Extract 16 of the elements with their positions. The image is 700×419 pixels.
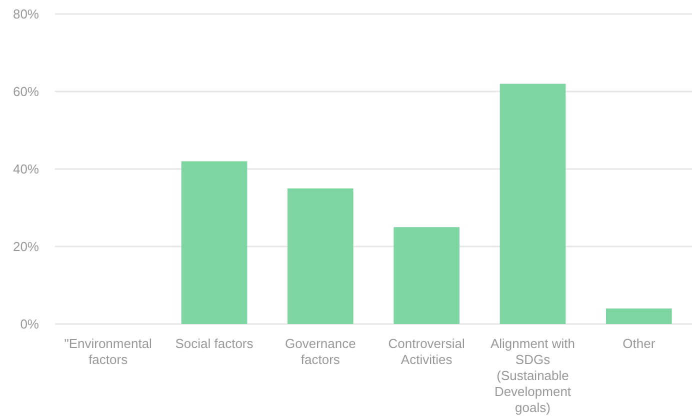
y-tick-label: 20% <box>12 239 40 254</box>
y-tick-label: 0% <box>20 316 40 332</box>
x-tick-label: Governance factors <box>285 336 356 367</box>
x-tick-label: Alignment with SDGs (Sustainable Development goals) <box>490 336 576 415</box>
x-tick-label: "Environmental factors <box>64 336 152 367</box>
bar <box>181 161 248 324</box>
bar <box>606 308 672 324</box>
y-tick-label: 60% <box>12 84 40 100</box>
bar <box>500 84 566 324</box>
x-tick-label: Other <box>622 336 656 351</box>
y-tick-label: 40% <box>12 162 40 177</box>
bar <box>394 227 460 324</box>
y-tick-label: 80% <box>12 6 40 22</box>
x-tick-label: Social factors <box>175 336 254 351</box>
x-tick-label: Controversial Activities <box>388 336 465 367</box>
bar <box>288 188 354 324</box>
